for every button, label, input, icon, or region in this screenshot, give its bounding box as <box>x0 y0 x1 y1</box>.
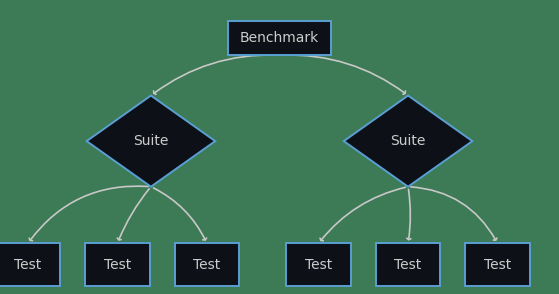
Text: Suite: Suite <box>390 134 426 148</box>
Text: Test: Test <box>15 258 41 272</box>
Polygon shape <box>87 96 215 187</box>
Text: Test: Test <box>104 258 131 272</box>
FancyBboxPatch shape <box>85 243 150 286</box>
Text: Test: Test <box>484 258 511 272</box>
Text: Test: Test <box>305 258 332 272</box>
FancyBboxPatch shape <box>376 243 440 286</box>
FancyBboxPatch shape <box>0 243 60 286</box>
Text: Test: Test <box>395 258 421 272</box>
Text: Benchmark: Benchmark <box>240 31 319 45</box>
Text: Suite: Suite <box>133 134 169 148</box>
FancyBboxPatch shape <box>465 243 530 286</box>
Text: Test: Test <box>193 258 220 272</box>
FancyBboxPatch shape <box>228 21 331 55</box>
FancyBboxPatch shape <box>174 243 239 286</box>
Polygon shape <box>344 96 472 187</box>
FancyBboxPatch shape <box>286 243 351 286</box>
